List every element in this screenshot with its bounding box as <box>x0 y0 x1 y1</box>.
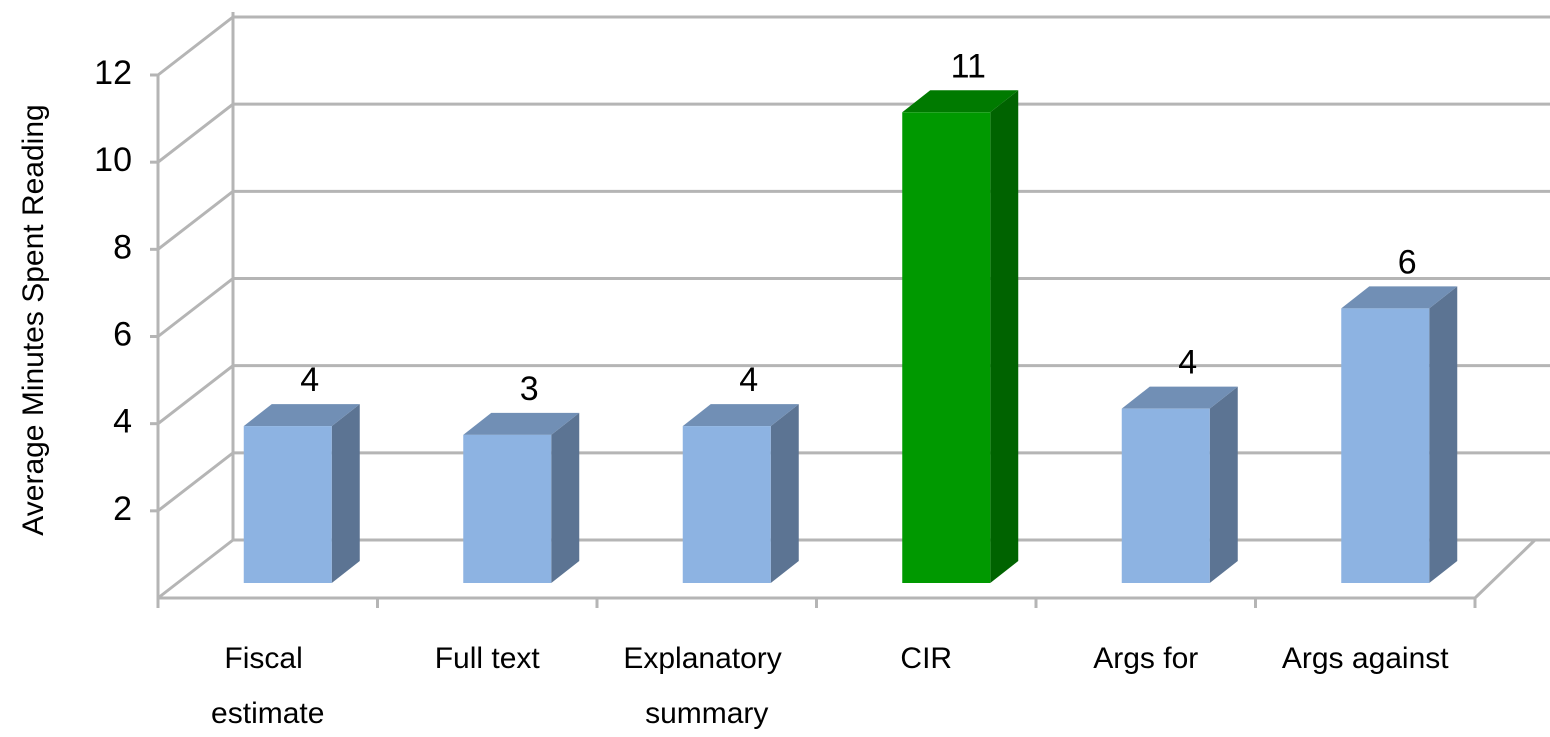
x-tick-label: Full text <box>435 642 541 675</box>
x-tick-line: Fiscal <box>224 642 311 675</box>
y-axis-label: Average Minutes Spent Reading <box>17 104 50 535</box>
grid-line <box>157 102 1550 164</box>
y-tick-label: 10 <box>94 141 132 179</box>
grid-line <box>157 451 1550 513</box>
bar <box>1341 308 1430 583</box>
floor-line <box>157 538 234 600</box>
bar-top <box>1121 386 1238 409</box>
bar-side <box>331 404 360 583</box>
y-tick-label: 8 <box>113 228 132 266</box>
grid-line <box>157 189 1550 251</box>
x-tick-label: Explanatory summary <box>623 642 790 730</box>
bar-top <box>1341 286 1458 309</box>
value-label: 4 <box>739 361 758 399</box>
bar-side <box>1209 386 1238 583</box>
x-tick-label: Fiscal estimate <box>211 642 324 730</box>
value-label: 6 <box>1398 243 1417 281</box>
bar-top <box>902 90 1019 113</box>
y-tick-label: 2 <box>113 490 132 528</box>
bar <box>1121 408 1210 583</box>
y-tick-label: 6 <box>113 315 132 353</box>
value-label: 4 <box>300 361 319 399</box>
bar-side <box>1429 286 1458 583</box>
y-tick-label: 12 <box>94 54 132 92</box>
floor-line <box>1473 538 1537 600</box>
bar-top <box>243 404 360 427</box>
grid-line <box>157 15 1550 77</box>
bar-top <box>682 404 799 427</box>
bar <box>902 112 991 584</box>
bar <box>682 426 771 583</box>
bar <box>243 426 332 583</box>
x-tick-label: CIR <box>900 642 952 675</box>
x-tick-line: Explanatory <box>623 642 790 675</box>
bar-side <box>770 404 799 583</box>
x-tick-line: estimate <box>211 697 324 730</box>
bar-top <box>463 412 580 435</box>
bar <box>463 434 552 583</box>
x-tick-label: Args against <box>1282 642 1449 675</box>
y-tick-label: 4 <box>113 403 132 441</box>
bar-side <box>990 90 1019 584</box>
x-tick-line: summary <box>645 697 768 730</box>
grid-line <box>157 277 1550 338</box>
value-label: 3 <box>520 370 539 408</box>
value-label: 4 <box>1178 344 1197 382</box>
bar-side <box>551 412 580 583</box>
value-label: 11 <box>951 47 986 85</box>
grid-line <box>157 364 1550 425</box>
x-tick-label: Args for <box>1093 642 1198 675</box>
